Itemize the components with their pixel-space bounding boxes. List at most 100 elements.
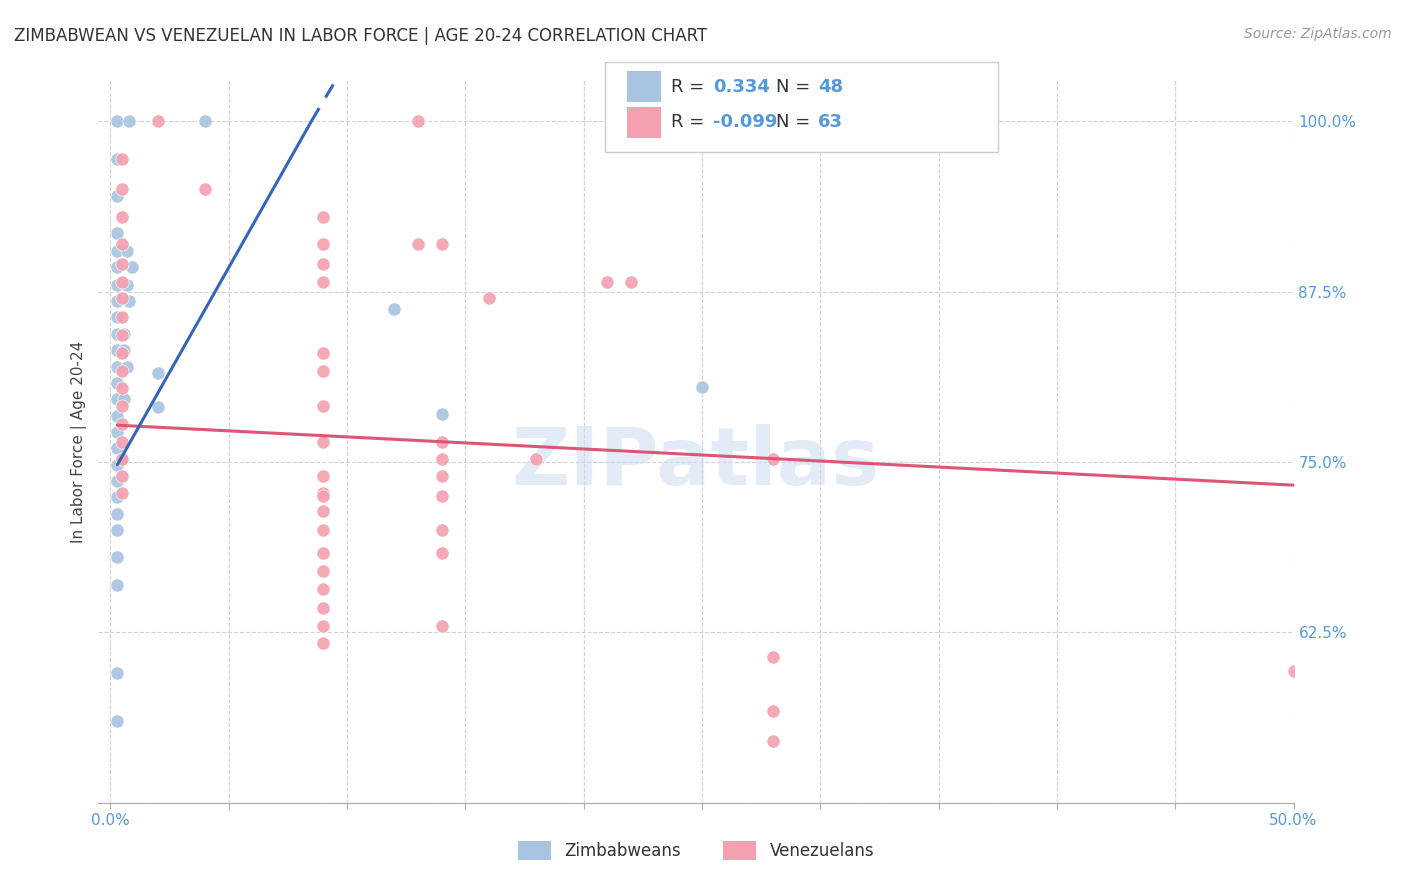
Point: [105, 294, 128, 309]
Point: [146, 401, 169, 415]
Point: [430, 236, 453, 251]
Point: [115, 277, 138, 292]
Point: [121, 260, 143, 274]
Point: [312, 275, 335, 289]
Point: [430, 618, 453, 632]
Point: [382, 302, 405, 317]
Text: R =: R =: [671, 113, 710, 131]
Text: ZIMBABWEAN VS VENEZUELAN IN LABOR FORCE | AGE 20-24 CORRELATION CHART: ZIMBABWEAN VS VENEZUELAN IN LABOR FORCE …: [14, 27, 707, 45]
Text: 0.334: 0.334: [713, 78, 769, 95]
Point: [105, 189, 128, 203]
Point: [596, 275, 619, 289]
Point: [430, 407, 453, 421]
Point: [478, 292, 501, 306]
Point: [430, 489, 453, 503]
Point: [194, 182, 217, 196]
Point: [312, 236, 335, 251]
Point: [312, 257, 335, 271]
Point: [105, 442, 128, 456]
Point: [111, 399, 134, 413]
Point: [118, 294, 141, 309]
Point: [105, 666, 128, 681]
Point: [105, 310, 128, 325]
Point: [312, 564, 335, 578]
Point: [111, 153, 134, 167]
Point: [111, 417, 134, 431]
Point: [524, 452, 547, 467]
Point: [114, 392, 136, 407]
Point: [111, 452, 134, 467]
Text: N =: N =: [776, 113, 815, 131]
Point: [111, 346, 134, 360]
Point: [312, 210, 335, 224]
Point: [115, 359, 138, 374]
Point: [430, 452, 453, 467]
Point: [105, 114, 128, 128]
Point: [312, 546, 335, 560]
Point: [312, 434, 335, 449]
Point: [762, 705, 785, 719]
Point: [105, 523, 128, 537]
Text: 63: 63: [818, 113, 844, 131]
Point: [111, 486, 134, 500]
Point: [114, 326, 136, 341]
Point: [111, 381, 134, 395]
Point: [406, 114, 429, 128]
Point: [312, 582, 335, 596]
Point: [118, 114, 141, 128]
Point: [105, 260, 128, 274]
Point: [105, 425, 128, 439]
Point: [105, 474, 128, 488]
Point: [762, 114, 785, 128]
Point: [111, 310, 134, 325]
Point: [194, 114, 217, 128]
Point: [430, 468, 453, 483]
Point: [312, 486, 335, 500]
Point: [312, 504, 335, 518]
Point: [111, 275, 134, 289]
Point: [312, 399, 335, 413]
Point: [312, 600, 335, 615]
Point: [105, 491, 128, 505]
Point: [105, 376, 128, 390]
Point: [105, 550, 128, 565]
Point: [105, 326, 128, 341]
Point: [406, 236, 429, 251]
Point: [105, 409, 128, 423]
Y-axis label: In Labor Force | Age 20-24: In Labor Force | Age 20-24: [72, 341, 87, 542]
Point: [105, 359, 128, 374]
Point: [105, 392, 128, 407]
Point: [105, 714, 128, 728]
Point: [111, 236, 134, 251]
Point: [105, 577, 128, 591]
Text: R =: R =: [671, 78, 710, 95]
Point: [111, 210, 134, 224]
Point: [111, 452, 134, 467]
Point: [312, 346, 335, 360]
Point: [312, 468, 335, 483]
Point: [105, 226, 128, 240]
Point: [430, 546, 453, 560]
Text: Source: ZipAtlas.com: Source: ZipAtlas.com: [1244, 27, 1392, 41]
Text: 48: 48: [818, 78, 844, 95]
Point: [690, 380, 713, 394]
Point: [105, 458, 128, 472]
Point: [762, 452, 785, 467]
Legend: Zimbabweans, Venezuelans: Zimbabweans, Venezuelans: [512, 834, 880, 867]
Text: N =: N =: [776, 78, 815, 95]
Point: [146, 114, 169, 128]
Point: [111, 434, 134, 449]
Point: [312, 523, 335, 537]
Point: [105, 277, 128, 292]
Point: [105, 244, 128, 258]
Point: [105, 153, 128, 167]
Point: [105, 507, 128, 521]
Text: -0.099: -0.099: [713, 113, 778, 131]
Point: [430, 523, 453, 537]
Point: [312, 364, 335, 378]
Point: [762, 649, 785, 664]
Point: [111, 328, 134, 343]
Point: [111, 257, 134, 271]
Point: [111, 468, 134, 483]
Point: [111, 182, 134, 196]
